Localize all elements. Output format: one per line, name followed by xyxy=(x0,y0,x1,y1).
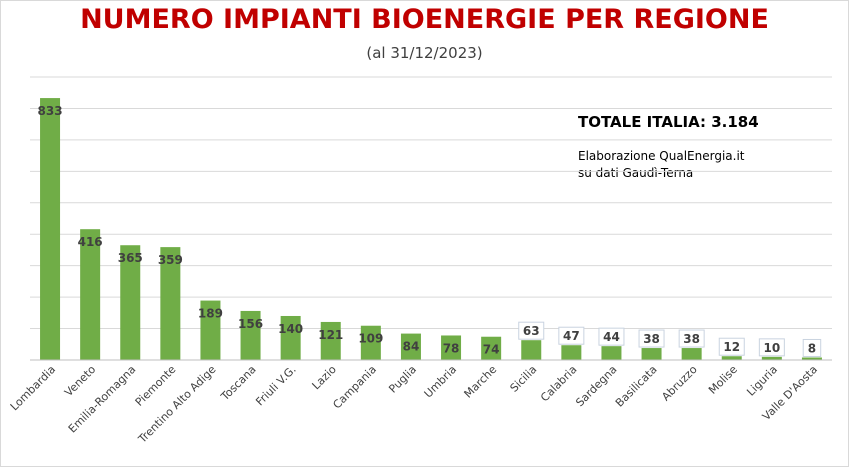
bar xyxy=(400,333,421,360)
data-label: 833 xyxy=(38,104,63,118)
x-tick-label: Marche xyxy=(462,363,500,401)
data-label: 8 xyxy=(808,341,816,355)
x-tick-label: Lombardia xyxy=(8,363,58,413)
bar xyxy=(240,310,261,360)
bar xyxy=(721,356,742,360)
data-label: 109 xyxy=(358,332,383,346)
data-label: 63 xyxy=(523,324,540,338)
chart-subtitle: (al 31/12/2023) xyxy=(366,44,483,62)
chart-title: NUMERO IMPIANTI BIOENERGIE PER REGIONE xyxy=(80,4,769,35)
x-tick-label: Veneto xyxy=(62,363,98,399)
bar xyxy=(120,245,141,360)
bar xyxy=(521,340,542,360)
bar xyxy=(681,348,702,360)
x-tick-label: Toscana xyxy=(218,363,259,404)
x-tick-label: Sicilia xyxy=(508,363,540,395)
x-tick-label: Abruzzo xyxy=(659,363,700,404)
data-label: 38 xyxy=(683,332,700,346)
total-annotation: TOTALE ITALIA: 3.184 xyxy=(578,113,759,131)
data-label: 189 xyxy=(198,307,223,321)
x-tick-label: Emilia-Romagna xyxy=(66,363,139,436)
bar xyxy=(641,348,662,360)
data-label: 359 xyxy=(158,253,183,267)
bar xyxy=(360,325,381,360)
x-tick-label: Lazio xyxy=(310,363,339,392)
x-tick-label: Umbria xyxy=(422,363,460,401)
data-label-box xyxy=(638,329,665,348)
data-label-box xyxy=(518,321,545,340)
data-label: 10 xyxy=(763,341,780,355)
x-tick-label: Molise xyxy=(706,363,740,397)
data-label: 38 xyxy=(643,332,660,346)
data-label: 416 xyxy=(78,235,103,249)
bar xyxy=(601,346,622,360)
data-label-box xyxy=(718,337,745,356)
data-label: 140 xyxy=(278,322,303,336)
x-tick-label: Trentino Alto Adige xyxy=(135,363,219,447)
data-label: 47 xyxy=(563,329,580,343)
bar xyxy=(200,300,221,360)
credit-line-1: Elaborazione QualEnergia.it xyxy=(578,149,745,163)
bar xyxy=(160,247,181,360)
data-label: 12 xyxy=(723,340,740,354)
data-label: 74 xyxy=(483,343,500,357)
x-tick-label: Puglia xyxy=(386,363,419,396)
data-label-box xyxy=(802,338,822,357)
data-label: 84 xyxy=(403,340,420,354)
data-label-box xyxy=(758,338,785,357)
bar xyxy=(280,315,301,360)
data-label: 156 xyxy=(238,317,263,331)
bar xyxy=(801,357,822,360)
bar xyxy=(761,356,782,360)
data-label: 44 xyxy=(603,330,620,344)
data-label: 121 xyxy=(318,328,343,342)
data-label-box xyxy=(558,326,585,345)
credit-line-2: su dati Gaudì-Terna xyxy=(578,166,694,180)
data-label-box xyxy=(598,327,625,346)
bar xyxy=(320,321,341,360)
bar xyxy=(80,229,101,360)
bar xyxy=(561,345,582,360)
bar xyxy=(40,98,61,360)
x-tick-label: Basilicata xyxy=(613,363,660,410)
x-tick-label: Sardegna xyxy=(573,363,619,409)
x-tick-label: Liguria xyxy=(744,363,780,399)
bar xyxy=(441,335,462,360)
bar xyxy=(481,336,502,360)
data-label-box xyxy=(678,329,705,348)
data-label: 365 xyxy=(118,251,143,265)
x-tick-label: Calabria xyxy=(538,363,579,404)
data-label: 78 xyxy=(443,341,460,355)
x-tick-label: Campania xyxy=(330,363,379,412)
x-tick-label: Friuli V.G. xyxy=(253,363,298,408)
